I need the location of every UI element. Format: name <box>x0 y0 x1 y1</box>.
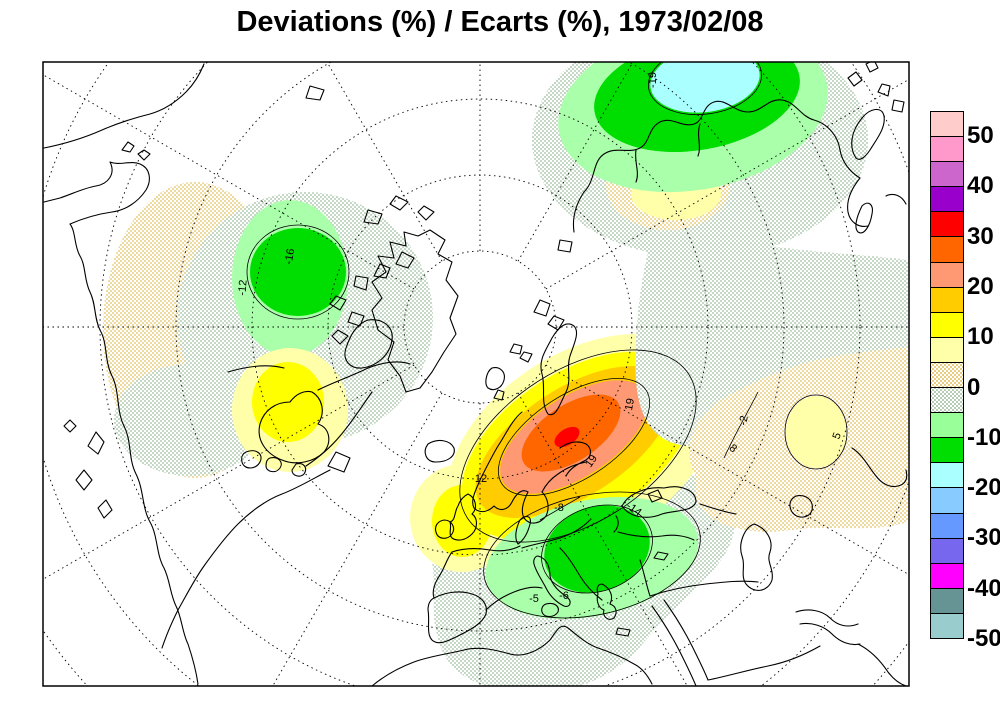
colorbar-cell <box>931 463 963 489</box>
colorbar-tick-label: 40 <box>967 172 994 200</box>
colorbar-tick-label: 30 <box>967 222 994 250</box>
page-title: Deviations (%) / Ecarts (%), 1973/02/08 <box>236 6 764 38</box>
region-neg10-canada <box>250 228 346 316</box>
contour-label: 19 <box>583 453 600 470</box>
graticule-circle <box>99 62 861 686</box>
region-pos5-central-asia <box>786 396 846 468</box>
colorbar-cell <box>931 262 963 288</box>
contour-label: -12 <box>236 279 249 296</box>
coastline-iberia <box>427 591 487 644</box>
colorbar-cell <box>931 137 963 163</box>
colorbar-tick-label: -10 <box>967 423 1000 451</box>
colorbar-tick-label: 20 <box>967 273 994 300</box>
coastline-north-america-east <box>161 361 411 649</box>
region-neg15-siberia <box>650 62 760 113</box>
colorbar-cell <box>931 237 963 263</box>
colorbar-tick-label: 0 <box>967 373 981 401</box>
coastline-scandinavia-baltic <box>472 411 592 549</box>
contour-lines <box>246 62 848 619</box>
coastline-italy-sicily <box>533 555 571 618</box>
coastlines <box>43 62 908 686</box>
coastline-far-east <box>847 62 908 488</box>
coastline-novaya-zemlya <box>540 323 578 416</box>
region-stipple-negative-hudson-west <box>114 364 266 476</box>
coastline-greenland <box>371 229 459 393</box>
colorbar-cell <box>931 362 963 389</box>
contour-label: 12 <box>475 473 487 485</box>
contour-label: -5 <box>529 593 539 605</box>
coastline-north-america-west <box>43 161 199 685</box>
colorbar-tick-label: -30 <box>967 524 1000 552</box>
contour-line <box>459 349 697 543</box>
colorbar-tick-label: 50 <box>967 122 994 150</box>
coastline-british-isles <box>434 493 478 541</box>
coastline-iceland <box>424 439 455 463</box>
colorbar-cell <box>931 563 963 589</box>
colorbar-cells <box>931 112 963 638</box>
coastline-north-africa <box>371 625 653 686</box>
colorbar-cell <box>931 112 963 138</box>
contour-line <box>497 377 651 497</box>
colorbar-cell <box>931 287 963 313</box>
colorbar-cell <box>931 538 963 564</box>
colorbar-cell <box>931 337 963 363</box>
contour-label: 5 <box>830 431 843 441</box>
contour-line <box>541 504 653 594</box>
colorbar-tick-label: -50 <box>967 625 1000 652</box>
contour-label: -6 <box>559 590 569 602</box>
colorbar-cell <box>931 488 963 514</box>
graticule-circle <box>251 98 709 556</box>
contour-label: -16 <box>283 248 298 266</box>
colorbar-cell <box>931 413 963 439</box>
coastline-pacific-islands <box>63 419 113 519</box>
contour-line <box>647 62 763 115</box>
contour-line <box>784 394 848 470</box>
contour-label: -8 <box>554 502 564 514</box>
coastline-canadian-arctic-islands <box>305 85 435 345</box>
colorbar-tick-label: -20 <box>967 474 1000 502</box>
coastline-caspian-aral <box>699 495 813 591</box>
colorbar-tick-label: 10 <box>967 323 994 351</box>
coastline-baffin-newfoundland <box>327 319 393 473</box>
coastline-hudson-bay <box>258 390 330 464</box>
colorbar-cell <box>931 613 963 638</box>
colorbar-cell <box>931 588 963 614</box>
coastline-polar-islands <box>485 239 573 401</box>
colorbar-cell <box>931 438 963 464</box>
map-frame <box>42 61 910 687</box>
contour-line <box>246 224 350 320</box>
colorbar <box>930 111 964 639</box>
colorbar-cell <box>931 513 963 539</box>
region-neg10-mediterranean <box>544 505 650 593</box>
colorbar-cell <box>931 388 963 414</box>
contour-label: 19 <box>623 397 637 411</box>
colorbar-tick-label: -40 <box>967 574 1000 602</box>
colorbar-cell <box>931 312 963 338</box>
contour-label: -19 <box>647 72 659 88</box>
coastline-arabia-red-sea <box>639 559 907 686</box>
colorbar-cell <box>931 187 963 213</box>
contour-label: -2 <box>737 415 751 427</box>
coastline-great-lakes <box>241 450 307 477</box>
coastline-siberia-arctic <box>572 99 861 233</box>
colorbar-cell <box>931 162 963 188</box>
graticule-circle <box>175 62 785 632</box>
contour-line <box>483 491 701 619</box>
contour-line <box>539 391 759 521</box>
colorbar-cell <box>931 212 963 238</box>
coastline-chukotka-bering <box>43 63 205 161</box>
